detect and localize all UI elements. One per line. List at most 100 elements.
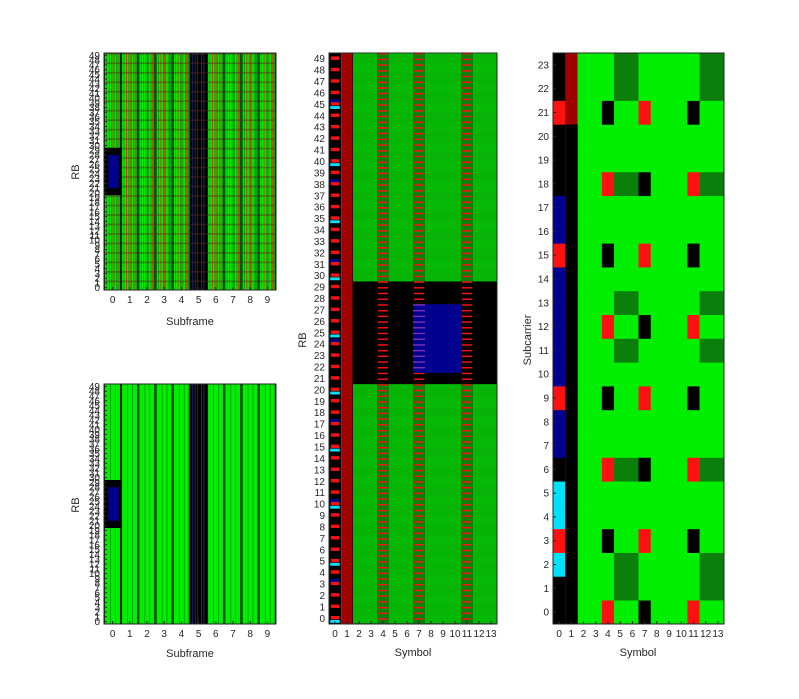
x-tick-label: 3 xyxy=(368,629,374,640)
reference-mark xyxy=(462,389,472,392)
subcarrier-cell xyxy=(601,171,615,197)
reference-column xyxy=(160,53,162,290)
y-tick-label: 43 xyxy=(89,79,101,90)
reference-mark xyxy=(378,298,388,300)
pdsch-stripe xyxy=(148,53,149,290)
reference-mark xyxy=(378,92,388,95)
subcarrier-cell xyxy=(662,552,676,577)
y-tick-label: 28 xyxy=(89,483,101,494)
reference-mark xyxy=(378,53,388,55)
rb-row-stripe xyxy=(104,204,276,207)
reference-mark xyxy=(414,572,424,575)
reference-mark xyxy=(462,212,472,215)
subcarrier-cell xyxy=(711,576,725,601)
subcarrier-cell xyxy=(711,338,725,363)
subcarrier-cell xyxy=(687,528,700,553)
y-tick-label: 3 xyxy=(94,269,100,280)
subcarrier-cell xyxy=(626,124,639,149)
reference-mark xyxy=(378,269,388,272)
subcarrier-cell xyxy=(675,457,688,482)
reference-mark xyxy=(462,412,472,415)
y-tick-label: 5 xyxy=(94,259,100,270)
subcarrier-cell xyxy=(601,76,615,101)
reference-mark xyxy=(378,395,388,398)
subcarrier-cell xyxy=(687,124,700,149)
reference-mark xyxy=(414,98,424,101)
pdsch-stripe xyxy=(153,53,154,290)
subcarrier-cell xyxy=(577,457,590,482)
subcarrier-cell xyxy=(626,409,639,434)
y-tick-label: 11 xyxy=(90,231,101,242)
subcarrier-cell xyxy=(662,100,676,125)
subcarrier-cell xyxy=(589,53,603,78)
reference-mark xyxy=(378,344,388,346)
reference-mark xyxy=(462,172,472,175)
subcarrier-cell xyxy=(577,267,590,292)
reference-mark xyxy=(378,595,388,597)
subcarrier-cell xyxy=(650,53,664,78)
subcarrier-cell xyxy=(638,290,652,316)
control-column xyxy=(257,53,259,290)
y-tick-label: 14 xyxy=(538,275,550,286)
subcarrier-cell xyxy=(699,576,713,601)
y-tick-label: 45 xyxy=(89,401,101,412)
rb-row-stripe xyxy=(104,138,276,140)
pdsch-stripe xyxy=(231,53,233,290)
reference-mark xyxy=(414,435,424,437)
rb-row-stripe xyxy=(104,62,276,65)
reference-mark xyxy=(414,544,424,546)
y-tick-label: 42 xyxy=(89,416,101,427)
subcarrier-cell xyxy=(699,338,713,363)
reference-column xyxy=(250,53,251,290)
subcarrier-cell xyxy=(662,362,676,387)
column-divider xyxy=(341,53,342,624)
reference-mark xyxy=(414,481,424,483)
subcarrier-cell xyxy=(589,457,603,482)
subcarrier-cell xyxy=(638,505,652,530)
y-tick-label: 28 xyxy=(89,150,101,161)
reference-mark xyxy=(414,486,424,489)
y-tick-label: 21 xyxy=(538,108,550,119)
y-tick-label: 47 xyxy=(89,60,101,71)
y-tick-label: 2 xyxy=(94,608,100,619)
rb-row-stripe xyxy=(104,242,276,245)
pcfich-mark xyxy=(330,478,340,483)
rb-row-stripe xyxy=(104,252,276,254)
subcarrier-cell xyxy=(650,76,664,101)
reference-mark xyxy=(414,555,424,557)
reference-mark xyxy=(414,184,424,186)
rb-row-stripe xyxy=(104,81,276,84)
subframe-grid-top-left: 0 1 2 3 4 5 6 7 8 9012345678910111213141516171819… xyxy=(70,51,277,328)
subcarrier-cell xyxy=(711,600,725,625)
reference-mark xyxy=(378,75,388,78)
reference-mark xyxy=(462,332,472,335)
subcarrier-cell xyxy=(553,124,566,149)
x-tick-label: 11 xyxy=(462,629,473,640)
subcarrier-cell xyxy=(626,267,639,292)
subcarrier-cell xyxy=(699,528,713,553)
y-tick-label: 14 xyxy=(89,217,101,228)
sync-column xyxy=(197,53,199,290)
y-tick-label: 0 xyxy=(94,283,100,294)
pcfich-mark xyxy=(330,136,340,140)
y-tick-label: 22 xyxy=(314,363,326,374)
reference-mark xyxy=(462,98,472,101)
reference-mark xyxy=(462,475,472,477)
subcarrier-cell xyxy=(601,243,615,268)
control-cell xyxy=(565,409,578,434)
x-tick-label: 8 xyxy=(654,629,660,640)
reference-mark xyxy=(378,98,388,101)
reference-mark xyxy=(378,132,388,135)
sync-column xyxy=(203,53,205,290)
reference-mark xyxy=(462,150,472,152)
pdsch-stripe xyxy=(132,384,133,624)
subcarrier-cell xyxy=(687,576,700,601)
subcarrier-cell xyxy=(601,148,615,173)
subcarrier-cell xyxy=(589,267,603,292)
subcarrier-cell xyxy=(638,171,652,197)
reference-mark xyxy=(378,515,388,517)
subcarrier-cell xyxy=(650,290,664,316)
y-tick-label: 34 xyxy=(314,226,326,237)
subcarrier-cell xyxy=(650,171,664,197)
reference-column xyxy=(129,53,131,290)
